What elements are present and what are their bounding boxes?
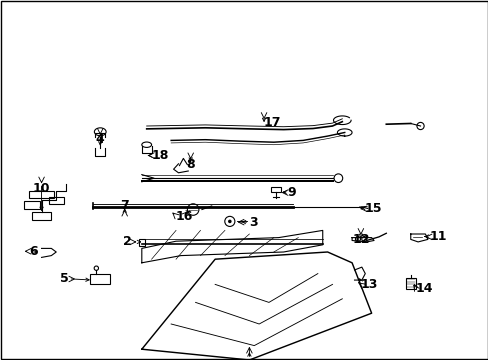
Text: 15: 15: [364, 202, 381, 215]
Text: 8: 8: [186, 158, 195, 171]
Text: 3: 3: [249, 216, 258, 229]
Text: 11: 11: [428, 230, 446, 243]
Bar: [271, 187, 281, 192]
Text: 18: 18: [151, 149, 169, 162]
Text: 1: 1: [244, 358, 253, 360]
Text: 5: 5: [60, 273, 68, 285]
Text: 6: 6: [29, 245, 38, 258]
Text: 4: 4: [96, 133, 104, 146]
Bar: [139, 239, 145, 246]
Text: 9: 9: [287, 186, 296, 199]
Text: 13: 13: [360, 278, 378, 291]
Circle shape: [228, 220, 230, 222]
Text: 2: 2: [123, 235, 132, 248]
Bar: [405, 278, 415, 289]
Text: 17: 17: [264, 116, 281, 129]
Text: 7: 7: [120, 199, 129, 212]
Text: 16: 16: [176, 210, 193, 222]
Text: 10: 10: [33, 182, 50, 195]
Text: 12: 12: [351, 233, 369, 246]
Bar: [90, 274, 110, 284]
Text: 14: 14: [415, 282, 432, 294]
Bar: [32, 212, 51, 220]
Bar: [49, 197, 63, 204]
Bar: [29, 191, 54, 198]
Bar: [24, 201, 40, 209]
